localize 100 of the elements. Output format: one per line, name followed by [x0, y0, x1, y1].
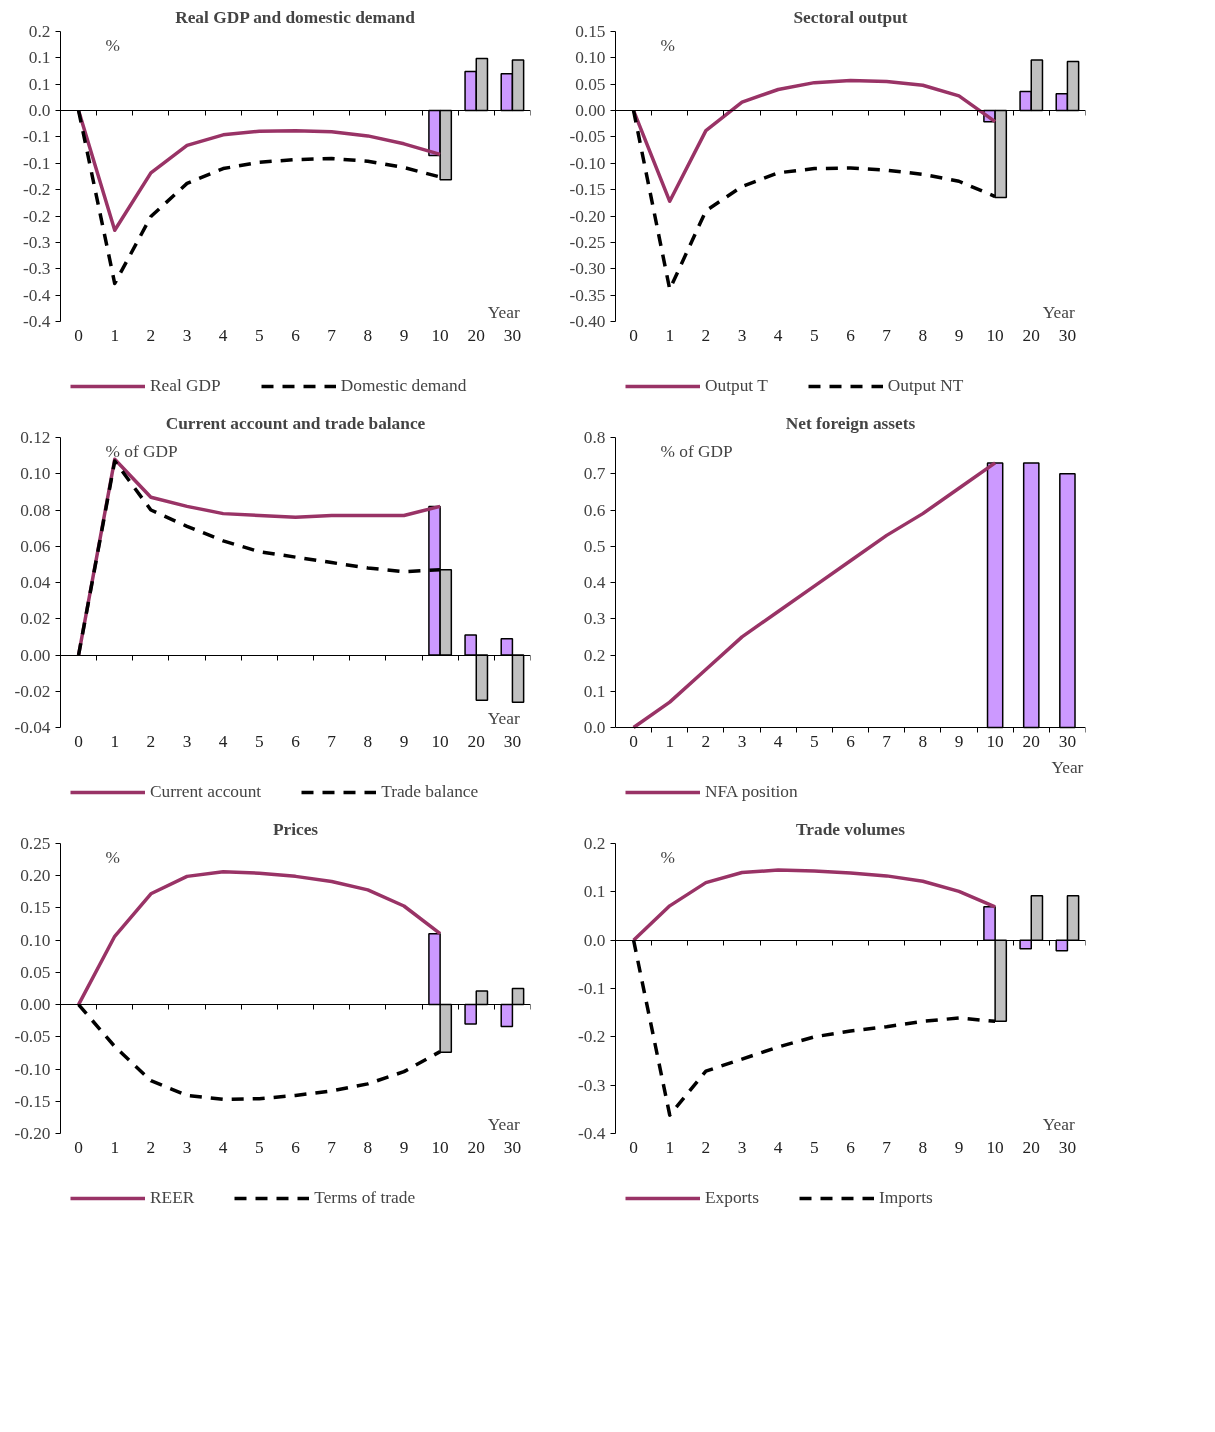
chart-title: Prices [272, 819, 319, 839]
x-axis-title: Year [487, 708, 520, 728]
y-tick-label: -0.35 [569, 285, 606, 305]
y-tick-label: -0.02 [14, 681, 51, 701]
y-tick-label: -0.20 [14, 1124, 51, 1143]
x-axis-title: Year [487, 1114, 520, 1134]
x-tick-label: 0 [74, 731, 83, 751]
y-axis-title: % [105, 35, 120, 55]
chart-title: Real GDP and domestic demand [175, 7, 416, 27]
line-series [631, 868, 997, 942]
x-tick-label: 30 [1058, 325, 1077, 345]
y-tick-label: 0.20 [20, 866, 51, 886]
y-axis-title: % [105, 847, 120, 867]
x-tick-label: 4 [773, 1137, 783, 1157]
y-tick-label: 0.05 [20, 962, 51, 982]
x-tick-label: 10 [986, 731, 1004, 751]
legend-label: Current account [150, 782, 262, 802]
y-tick-label: -0.15 [569, 180, 606, 200]
x-tick-label: 20 [467, 1137, 485, 1157]
x-tick-label: 4 [773, 731, 783, 751]
x-tick-label: 10 [986, 1137, 1004, 1157]
x-tick-label: 20 [1022, 325, 1040, 345]
y-tick-label: -0.2 [578, 1027, 606, 1047]
x-tick-label: 7 [882, 325, 892, 345]
x-tick-label: 1 [665, 1137, 675, 1157]
y-tick-label: -0.3 [23, 259, 51, 279]
y-tick-label: -0.10 [569, 153, 606, 173]
x-tick-label: 0 [74, 325, 83, 345]
x-tick-label: 30 [503, 1137, 522, 1157]
x-tick-label: 3 [182, 1137, 192, 1157]
y-tick-label: -0.10 [14, 1059, 51, 1079]
y-tick-label: -0.1 [23, 127, 51, 147]
x-tick-label: 2 [701, 325, 711, 345]
y-tick-label: 0.00 [20, 645, 51, 665]
x-tick-label: 0 [629, 325, 638, 345]
y-axis-title: % of GDP [660, 441, 733, 461]
y-tick-label: 0.15 [20, 898, 51, 918]
y-tick-label: 0.2 [28, 22, 51, 41]
y-tick-label: -0.3 [578, 1075, 606, 1095]
y-tick-label: -0.25 [569, 232, 606, 252]
x-tick-label: 6 [846, 325, 856, 345]
x-tick-label: 8 [363, 1137, 373, 1157]
legend-label: Domestic demand [340, 376, 467, 396]
x-tick-label: 2 [701, 731, 711, 751]
x-axis-title: Year [1042, 1114, 1075, 1134]
y-tick-label: -0.1 [578, 979, 606, 998]
x-tick-label: 3 [182, 731, 192, 751]
x-tick-label: 0 [629, 731, 638, 751]
x-tick-label: 4 [218, 1137, 228, 1157]
y-tick-label: 0.2 [583, 645, 606, 665]
legend-label: Imports [878, 1188, 933, 1208]
x-tick-label: 9 [399, 1137, 409, 1157]
x-tick-label: 6 [291, 731, 301, 751]
x-axis-title: Year [1051, 757, 1084, 777]
x-tick-label: 1 [110, 325, 120, 345]
x-tick-label: 7 [327, 731, 337, 751]
y-tick-label: -0.4 [23, 285, 51, 305]
legend-label: Trade balance [381, 782, 479, 802]
x-tick-label: 1 [665, 325, 675, 345]
x-tick-label: 9 [954, 731, 964, 751]
y-tick-label: -0.2 [23, 180, 51, 200]
legend-label: Exports [705, 1188, 759, 1208]
y-tick-label: -0.05 [569, 127, 606, 147]
y-tick-label: 0.02 [20, 609, 51, 629]
x-tick-label: 8 [363, 325, 373, 345]
x-tick-label: 2 [146, 1137, 156, 1157]
y-tick-label: 0.04 [20, 573, 51, 592]
y-tick-label: 0.7 [583, 464, 606, 484]
x-tick-label: 3 [182, 325, 192, 345]
x-tick-label: 6 [846, 731, 856, 751]
y-tick-label: 0.25 [20, 834, 51, 853]
x-tick-label: 3 [737, 325, 747, 345]
x-tick-label: 2 [146, 325, 156, 345]
y-tick-label: 0.00 [20, 995, 51, 1015]
x-tick-label: 1 [110, 1137, 120, 1157]
y-tick-label: -0.05 [14, 1027, 51, 1047]
y-tick-label: 0.5 [583, 536, 606, 556]
x-tick-label: 1 [110, 731, 120, 751]
legend-label: NFA position [705, 782, 798, 802]
x-tick-label: 4 [218, 731, 228, 751]
y-tick-label: 0.0 [583, 718, 606, 737]
x-tick-label: 4 [218, 325, 228, 345]
x-tick-label: 0 [74, 1137, 83, 1157]
x-tick-label: 20 [467, 731, 485, 751]
y-tick-label: 0.10 [20, 464, 51, 484]
x-tick-label: 8 [918, 325, 928, 345]
x-tick-label: 30 [1058, 1137, 1077, 1157]
y-tick-label: 0.1 [583, 882, 606, 902]
x-tick-label: 10 [431, 731, 449, 751]
x-tick-label: 7 [882, 1137, 892, 1157]
y-tick-label: 0.10 [575, 48, 606, 68]
x-axis-title: Year [487, 302, 520, 322]
x-tick-label: 20 [1022, 731, 1040, 751]
y-axis-title: % [660, 847, 675, 867]
y-tick-label: -0.15 [14, 1091, 51, 1111]
x-tick-label: 9 [399, 731, 409, 751]
y-tick-label: 0.2 [583, 834, 606, 853]
x-tick-label: 0 [629, 1137, 638, 1157]
x-tick-label: 20 [467, 325, 485, 345]
x-tick-label: 6 [291, 1137, 301, 1157]
